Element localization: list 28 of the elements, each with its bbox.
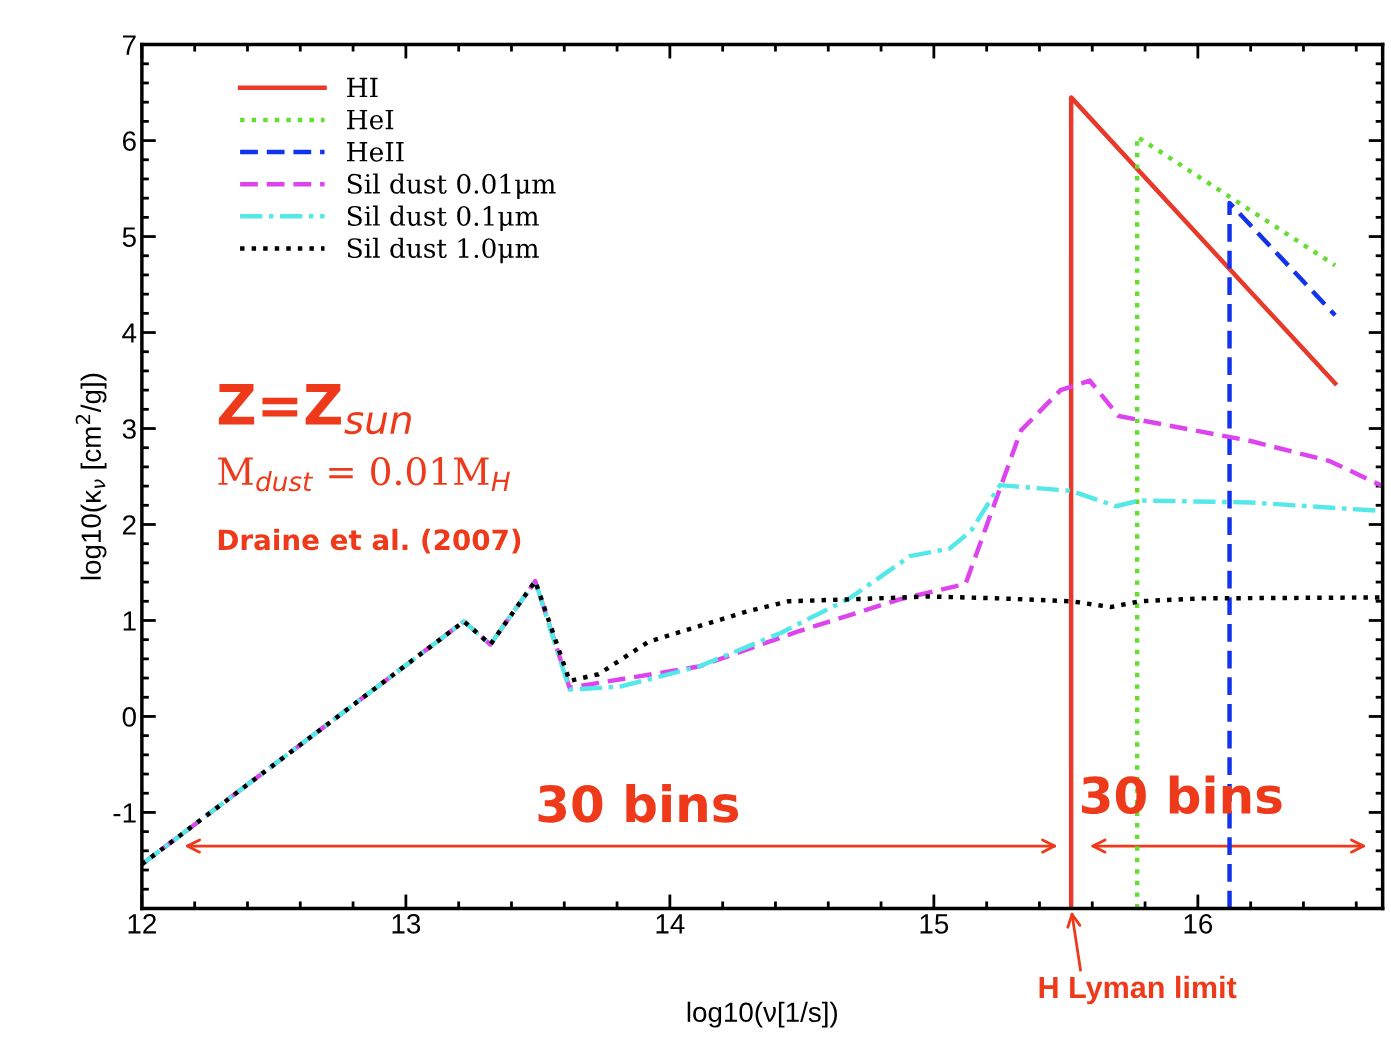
y-tick-label: 6: [122, 131, 136, 151]
annotation: M$_{dust}$ = 0.01M$_{H}$: [218, 457, 510, 492]
legend-label: HI: [347, 77, 378, 98]
annotation: Draine et al. (2007): [218, 528, 521, 554]
y-tick-label: -1: [113, 803, 136, 823]
annotation: H Lyman limit: [1039, 975, 1237, 1005]
x-tick-label: 12: [128, 914, 156, 934]
legend-label: Sil dust 0.01μm: [347, 173, 556, 199]
x-tick-label: 14: [656, 914, 685, 934]
y-tick-label: 2: [122, 515, 136, 535]
y-tick-label: 3: [122, 419, 136, 439]
annotation: 30 bins: [538, 784, 739, 823]
legend-label: HeI: [347, 109, 394, 130]
x-tick-label: 15: [920, 914, 949, 934]
y-tick-label: 7: [123, 35, 136, 55]
y-tick-label: 4: [122, 323, 137, 343]
legend-label: Sil dust 1.0μm: [347, 237, 539, 264]
y-tick-label: 1: [123, 611, 136, 631]
annotation: 30 bins: [1082, 775, 1282, 815]
annotation: Z=Z$_{sun}$: [218, 384, 411, 435]
legend-label: Sil dust 0.1μm: [347, 205, 539, 232]
y-tick-label: 0: [122, 707, 136, 727]
x-axis-title: log10(ν[1/s]): [687, 1001, 837, 1028]
x-tick-label: 13: [392, 914, 421, 934]
y-axis-title: log10(κ$_{ν}$ [cm$^{2}$/g]): [75, 373, 107, 580]
legend-label: HeII: [347, 142, 404, 162]
y-tick-label: 5: [122, 227, 136, 247]
x-tick-label: 16: [1184, 914, 1213, 934]
